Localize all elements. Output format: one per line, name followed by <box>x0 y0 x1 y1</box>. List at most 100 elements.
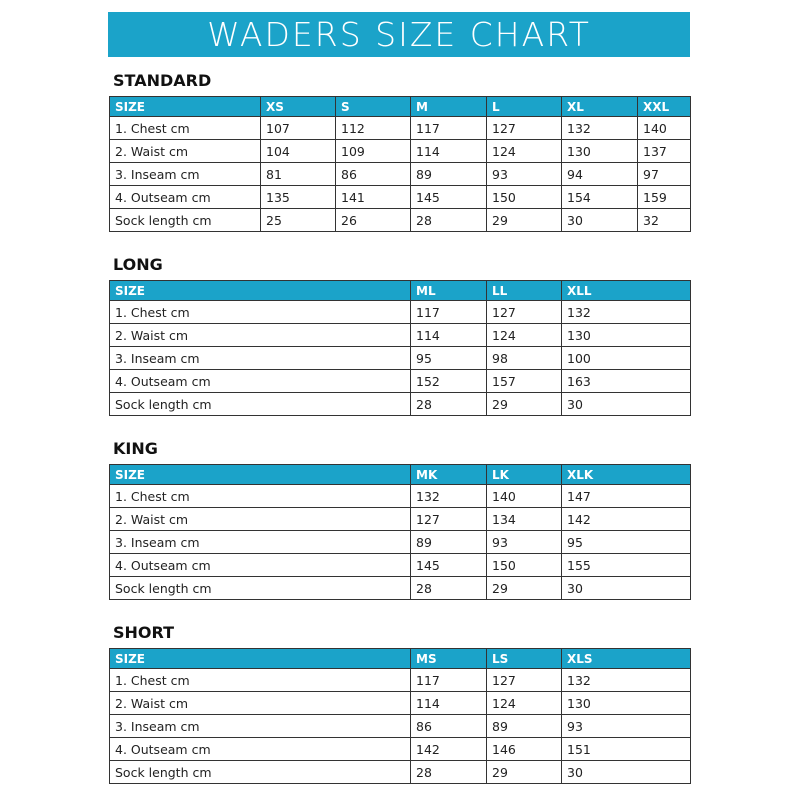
header-row: SIZE MK LK XLK <box>109 464 691 485</box>
cell: 157 <box>486 369 562 393</box>
cell: 145 <box>410 553 487 577</box>
cell: 30 <box>561 208 638 232</box>
cell: 114 <box>410 323 487 347</box>
size-section: STANDARD SIZE XS S M L XL XXL 1. Chest cm 107 112 1… <box>109 70 691 232</box>
cell: 150 <box>486 553 562 577</box>
cell: 89 <box>486 714 562 738</box>
cell: 147 <box>561 484 691 508</box>
cell: 124 <box>486 139 562 163</box>
cell: 93 <box>486 162 562 186</box>
section-title: LONG <box>113 255 163 274</box>
cell: 124 <box>486 691 562 715</box>
row-label: 3. Inseam cm <box>109 530 411 554</box>
cell: 134 <box>486 507 562 531</box>
table-row: Sock length cm 25 26 28 29 30 32 <box>109 208 691 232</box>
cell: 29 <box>486 208 562 232</box>
table-row: 4. Outseam cm 142 146 151 <box>109 737 691 761</box>
column-header: XS <box>260 96 336 117</box>
size-section: SHORT SIZE MS LS XLS 1. Chest cm 117 127 132 2. W… <box>109 622 691 784</box>
cell: 100 <box>561 346 691 370</box>
cell: 130 <box>561 691 691 715</box>
cell: 112 <box>335 116 411 140</box>
cell: 117 <box>410 668 487 692</box>
cell: 86 <box>410 714 487 738</box>
column-header: LK <box>486 464 562 485</box>
cell: 95 <box>410 346 487 370</box>
table-row: Sock length cm 28 29 30 <box>109 392 691 416</box>
table-row: 3. Inseam cm 89 93 95 <box>109 530 691 554</box>
table-row: 2. Waist cm 127 134 142 <box>109 507 691 531</box>
column-header: LS <box>486 648 562 669</box>
cell: 142 <box>410 737 487 761</box>
cell: 29 <box>486 576 562 600</box>
cell: 132 <box>561 668 691 692</box>
table-row: 4. Outseam cm 135 141 145 150 154 159 <box>109 185 691 209</box>
cell: 32 <box>637 208 691 232</box>
row-label: 3. Inseam cm <box>109 346 411 370</box>
cell: 163 <box>561 369 691 393</box>
cell: 117 <box>410 116 487 140</box>
column-header: MS <box>410 648 487 669</box>
column-header: MK <box>410 464 487 485</box>
cell: 141 <box>335 185 411 209</box>
cell: 28 <box>410 576 487 600</box>
table-row: 3. Inseam cm 86 89 93 <box>109 714 691 738</box>
column-header: SIZE <box>109 96 261 117</box>
cell: 89 <box>410 162 487 186</box>
cell: 107 <box>260 116 336 140</box>
cell: 140 <box>637 116 691 140</box>
cell: 86 <box>335 162 411 186</box>
column-header: L <box>486 96 562 117</box>
cell: 132 <box>561 116 638 140</box>
table-row: 2. Waist cm 114 124 130 <box>109 323 691 347</box>
column-header: SIZE <box>109 280 411 301</box>
row-label: 2. Waist cm <box>109 323 411 347</box>
column-header: ML <box>410 280 487 301</box>
column-header: XLL <box>561 280 691 301</box>
cell: 104 <box>260 139 336 163</box>
section-title: KING <box>113 439 158 458</box>
table-row: Sock length cm 28 29 30 <box>109 576 691 600</box>
column-header: M <box>410 96 487 117</box>
cell: 135 <box>260 185 336 209</box>
row-label: 1. Chest cm <box>109 668 411 692</box>
cell: 124 <box>486 323 562 347</box>
cell: 25 <box>260 208 336 232</box>
cell: 130 <box>561 139 638 163</box>
header-row: SIZE XS S M L XL XXL <box>109 96 691 117</box>
row-label: 1. Chest cm <box>109 300 411 324</box>
section-title: SHORT <box>113 623 175 642</box>
size-table: SIZE MK LK XLK 1. Chest cm 132 140 147 2. Waist … <box>109 464 691 600</box>
cell: 30 <box>561 760 691 784</box>
table-row: 3. Inseam cm 95 98 100 <box>109 346 691 370</box>
row-label: 4. Outseam cm <box>109 553 411 577</box>
table-row: 1. Chest cm 107 112 117 127 132 140 <box>109 116 691 140</box>
table-row: Sock length cm 28 29 30 <box>109 760 691 784</box>
cell: 109 <box>335 139 411 163</box>
row-label: 4. Outseam cm <box>109 737 411 761</box>
cell: 155 <box>561 553 691 577</box>
cell: 152 <box>410 369 487 393</box>
column-header: XL <box>561 96 638 117</box>
cell: 114 <box>410 691 487 715</box>
cell: 145 <box>410 185 487 209</box>
cell: 93 <box>486 530 562 554</box>
row-label: Sock length cm <box>109 392 411 416</box>
row-label: Sock length cm <box>109 576 411 600</box>
column-header: XXL <box>637 96 691 117</box>
cell: 137 <box>637 139 691 163</box>
cell: 94 <box>561 162 638 186</box>
cell: 130 <box>561 323 691 347</box>
table-row: 2. Waist cm 104 109 114 124 130 137 <box>109 139 691 163</box>
cell: 26 <box>335 208 411 232</box>
row-label: 3. Inseam cm <box>109 714 411 738</box>
cell: 127 <box>486 116 562 140</box>
column-header: XLS <box>561 648 691 669</box>
table-row: 4. Outseam cm 152 157 163 <box>109 369 691 393</box>
cell: 95 <box>561 530 691 554</box>
row-label: 4. Outseam cm <box>109 369 411 393</box>
cell: 154 <box>561 185 638 209</box>
cell: 98 <box>486 346 562 370</box>
cell: 30 <box>561 576 691 600</box>
row-label: 1. Chest cm <box>109 116 261 140</box>
